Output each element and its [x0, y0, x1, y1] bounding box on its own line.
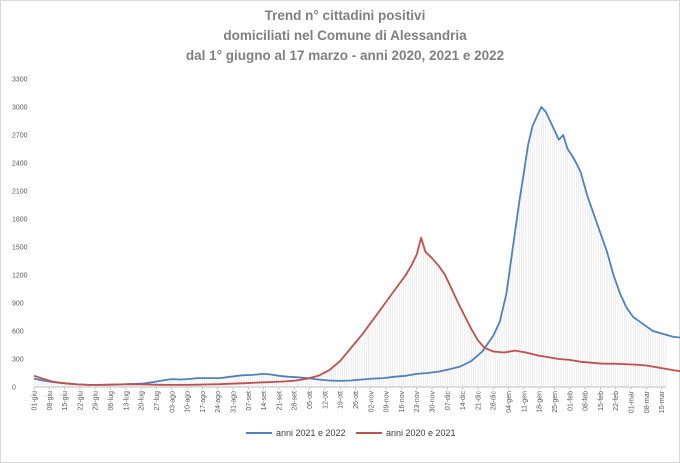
legend: anni 2021 e 2022 anni 2020 e 2021 — [246, 428, 456, 438]
series-line-1 — [33, 106, 680, 386]
x-tick-label: 01-feb — [567, 391, 574, 411]
y-tick-label: 1500 — [12, 245, 28, 252]
x-tick-label: 21-set — [276, 391, 283, 411]
x-tick-label: 13-lug — [123, 391, 130, 411]
x-tick-label: 14-dic — [460, 391, 467, 411]
x-tick-label: 15-giu — [62, 391, 69, 411]
x-tick-label: 16-nov — [399, 391, 406, 413]
x-tick-label: 11-gen — [521, 391, 528, 412]
chart-title-line-2: domiciliati nel Comune di Alessandria — [223, 28, 467, 43]
x-tick-label: 12-ott — [322, 391, 329, 409]
x-tick-label: 08-feb — [583, 391, 590, 411]
x-tick-label: 03-ago — [169, 391, 176, 413]
x-tick-label: 19-ott — [338, 391, 345, 409]
chart-title-line-1: Trend n° cittadini positivi — [265, 8, 426, 23]
y-tick-label: 900 — [12, 301, 24, 308]
x-tick-label: 01-giu — [32, 391, 39, 411]
legend-label-series-1: anni 2021 e 2022 — [276, 428, 346, 438]
x-tick-label: 23-nov — [414, 391, 421, 413]
x-tick-label: 15-feb — [598, 391, 605, 411]
y-tick-label: 1200 — [12, 273, 28, 280]
x-tick-label: 21-dic — [475, 391, 482, 411]
x-tick-label: 18-gen — [537, 391, 544, 413]
x-tick-label: 04-gen — [506, 391, 513, 413]
x-tick-label: 14-set — [261, 391, 268, 411]
x-tick-label: 24-ago — [215, 391, 222, 413]
x-tick-label: 08-giu — [47, 391, 54, 411]
y-tick-label: 3300 — [12, 77, 28, 84]
y-tick-label: 2700 — [12, 133, 28, 140]
series-line-2 — [33, 236, 680, 386]
x-tick-label: 07-dic — [445, 391, 452, 411]
x-tick-label: 22-feb — [613, 391, 620, 411]
x-tick-label: 30-nov — [430, 391, 437, 413]
y-tick-label: 2400 — [12, 161, 28, 168]
plot-area: 0 300 600 900 1200 1500 1800 2100 2400 2700 3000 33… — [12, 77, 680, 413]
x-tick-label: 08-mar — [644, 390, 651, 413]
x-tick-label: 06-lug — [108, 391, 115, 411]
legend-label-series-2: anni 2020 e 2021 — [386, 428, 456, 438]
x-tick-label: 17-ago — [200, 391, 207, 413]
y-tick-label: 2100 — [12, 189, 28, 196]
x-tick-label: 26-ott — [353, 391, 360, 409]
x-tick-label: 10-ago — [185, 391, 192, 413]
x-tick-label: 07-set — [246, 391, 253, 411]
x-tick-label: 02-nov — [368, 391, 375, 413]
x-tick-label: 05-ott — [307, 391, 314, 409]
x-tick-label: 01-mar — [629, 390, 636, 413]
x-tick-label: 22-giu — [77, 391, 84, 411]
x-tick-label: 31-ago — [231, 391, 238, 413]
x-tick-label: 29-giu — [93, 391, 100, 411]
y-tick-label: 1800 — [12, 217, 28, 224]
x-tick-label: 28-dic — [491, 391, 498, 411]
x-tick-label: 27-lug — [154, 391, 161, 411]
y-tick-label: 3000 — [12, 105, 28, 112]
x-tick-label: 09-nov — [384, 391, 391, 413]
x-tick-label: 15-mar — [659, 390, 666, 413]
x-tick-label: 28-set — [292, 391, 299, 411]
y-tick-label: 300 — [12, 357, 24, 364]
chart-title-line-3: dal 1° giugno al 17 marzo - anni 2020, 2… — [186, 48, 504, 63]
x-tick-label: 20-lug — [139, 391, 146, 411]
y-tick-label: 0 — [12, 385, 16, 392]
y-tick-label: 600 — [12, 329, 24, 336]
x-tick-label: 25-gen — [552, 391, 559, 413]
